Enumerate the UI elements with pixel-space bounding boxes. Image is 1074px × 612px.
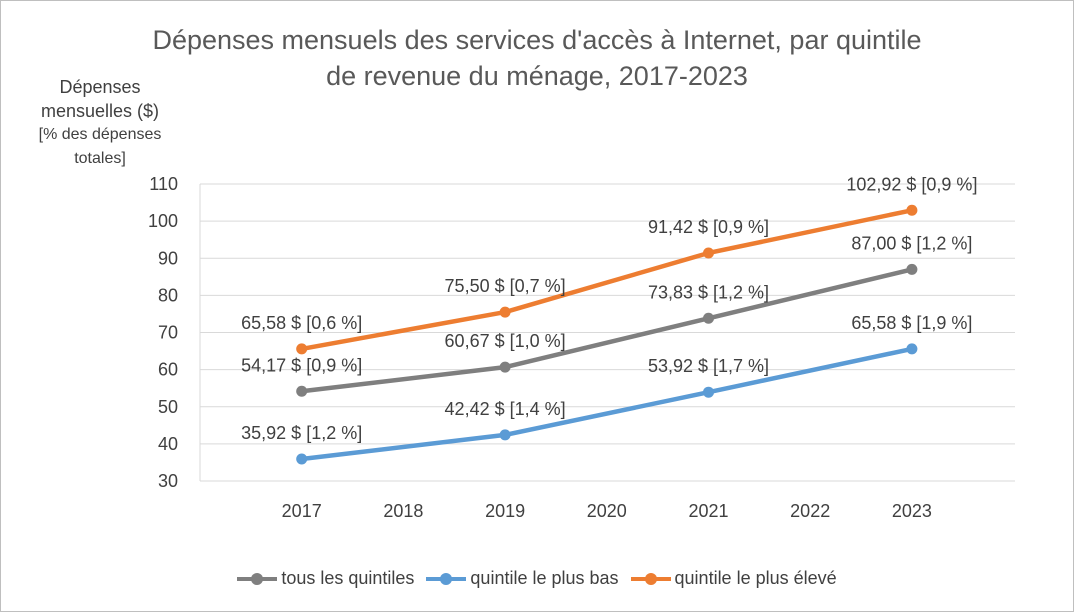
series-line-2 bbox=[301, 208, 913, 352]
legend-swatch bbox=[630, 572, 671, 585]
data-point bbox=[906, 343, 918, 355]
x-tick-label: 2018 bbox=[383, 501, 423, 521]
legend-label: quintile le plus bas bbox=[470, 568, 619, 588]
data-label: 60,67 $ [1,0 %] bbox=[445, 331, 566, 351]
data-point bbox=[499, 306, 511, 318]
legend-item-bas[interactable]: quintile le plus bas bbox=[426, 568, 619, 589]
y-tick-label: 110 bbox=[149, 174, 178, 194]
data-label: 54,17 $ [0,9 %] bbox=[241, 355, 362, 375]
legend-swatch bbox=[426, 572, 467, 585]
y-tick-label: 60 bbox=[158, 360, 178, 380]
data-label: 35,92 $ [1,2 %] bbox=[241, 423, 362, 443]
y-tick-label: 90 bbox=[158, 248, 178, 268]
data-point bbox=[296, 453, 308, 465]
data-label: 102,92 $ [0,9 %] bbox=[846, 174, 977, 194]
title-line-2: de revenue du ménage, 2017-2023 bbox=[326, 61, 748, 91]
data-point bbox=[703, 312, 714, 324]
y-tick-label: 80 bbox=[158, 285, 178, 305]
series-line-0 bbox=[301, 267, 913, 394]
y-axis-label: Dépenses mensuelles ($) [% des dépenses … bbox=[20, 75, 180, 171]
data-label: 75,50 $ [0,7 %] bbox=[445, 276, 566, 296]
y-tick-label: 100 bbox=[148, 211, 178, 231]
x-tick-label: 2020 bbox=[587, 501, 627, 521]
x-tick-label: 2023 bbox=[892, 501, 932, 521]
y-tick-label: 50 bbox=[158, 397, 178, 417]
x-tick-label: 2017 bbox=[282, 501, 322, 521]
y-tick-label: 40 bbox=[158, 434, 178, 454]
title-line-1: Dépenses mensuels des services d'accès à… bbox=[152, 25, 922, 55]
legend-item-eleve[interactable]: quintile le plus élevé bbox=[630, 568, 837, 589]
data-point bbox=[703, 247, 714, 259]
data-label: 42,42 $ [1,4 %] bbox=[445, 399, 566, 419]
ylabel-line-4: totales] bbox=[74, 150, 126, 167]
data-point bbox=[296, 343, 308, 355]
series-line-1 bbox=[301, 346, 913, 462]
legend-label: quintile le plus élevé bbox=[674, 568, 837, 588]
data-point bbox=[906, 204, 918, 216]
y-tick-label: 30 bbox=[158, 471, 178, 491]
ylabel-line-3: [% des dépenses bbox=[38, 126, 162, 143]
data-point bbox=[499, 361, 511, 373]
x-tick-label: 2019 bbox=[485, 501, 525, 521]
data-point bbox=[906, 263, 918, 275]
data-label: 73,83 $ [1,2 %] bbox=[648, 282, 769, 302]
data-label: 65,58 $ [0,6 %] bbox=[241, 313, 362, 333]
x-tick-label: 2021 bbox=[688, 501, 728, 521]
ylabel-line-1: Dépenses bbox=[59, 77, 141, 97]
data-label: 87,00 $ [1,2 %] bbox=[851, 233, 972, 253]
data-point bbox=[703, 386, 714, 398]
data-label: 91,42 $ [0,9 %] bbox=[648, 217, 769, 237]
ylabel-line-2: mensuelles ($) bbox=[40, 101, 160, 121]
legend: tous les quintiles quintile le plus bas … bbox=[0, 568, 1074, 589]
x-tick-label: 2022 bbox=[790, 501, 830, 521]
y-tick-label: 70 bbox=[158, 323, 178, 343]
data-label: 65,58 $ [1,9 %] bbox=[851, 313, 972, 333]
data-label: 53,92 $ [1,7 %] bbox=[648, 356, 769, 376]
legend-label: tous les quintiles bbox=[281, 568, 415, 588]
legend-item-tous[interactable]: tous les quintiles bbox=[237, 568, 414, 589]
chart-title: Dépenses mensuels des services d'accès à… bbox=[0, 22, 1074, 94]
legend-swatch bbox=[237, 572, 278, 585]
data-point bbox=[499, 429, 511, 441]
data-point bbox=[296, 385, 308, 397]
